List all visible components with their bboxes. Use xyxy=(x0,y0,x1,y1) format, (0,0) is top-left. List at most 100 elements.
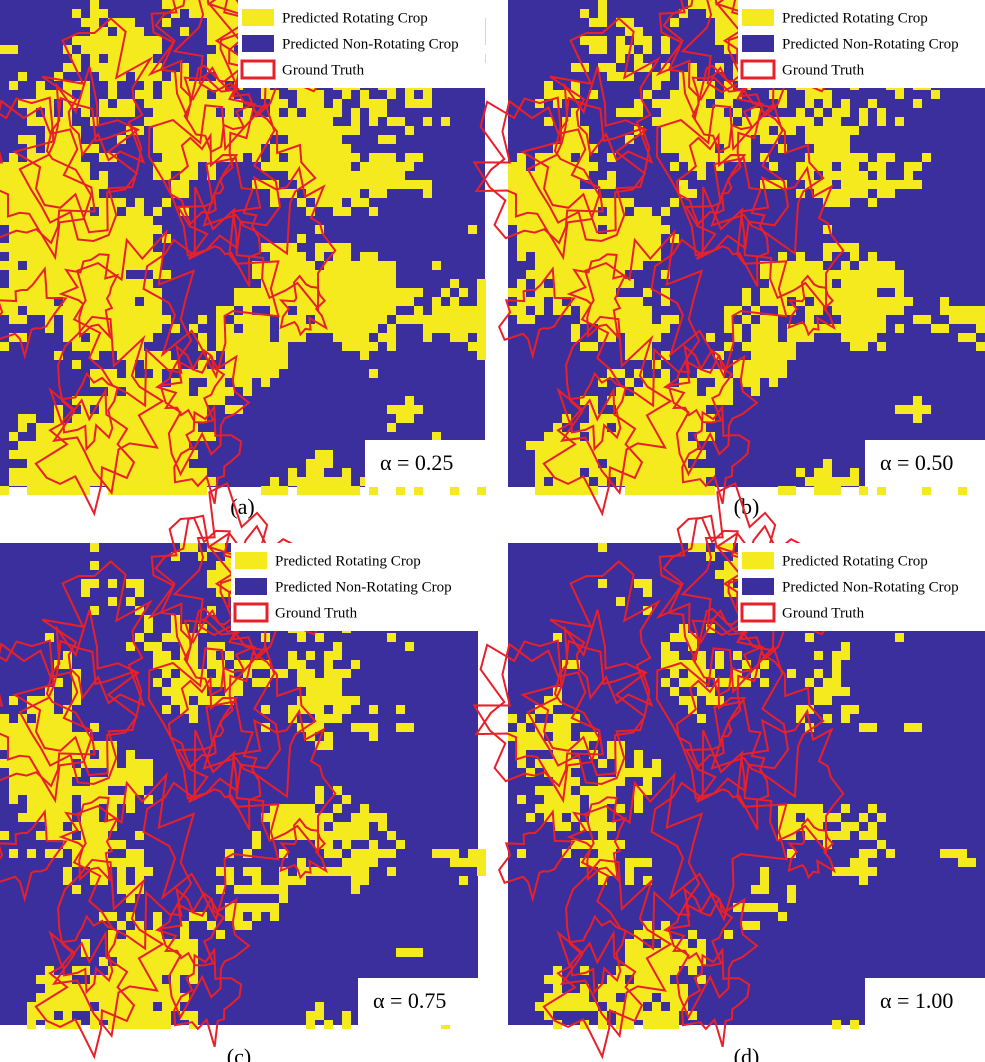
alpha-label: α = 0.50 xyxy=(880,450,953,475)
legend-swatch xyxy=(240,59,276,80)
panel-caption: (c) xyxy=(227,1044,251,1062)
ground-truth-outline xyxy=(739,165,845,312)
ground-truth-outline xyxy=(159,896,251,1020)
alpha-label: α = 1.00 xyxy=(880,988,953,1013)
ground-truth-outline xyxy=(684,700,770,830)
ground-truth-outline xyxy=(278,274,328,337)
ground-truth-outline xyxy=(41,560,154,707)
ground-truth-outline xyxy=(680,0,791,109)
legend-label: Ground Truth xyxy=(282,62,365,78)
ground-truth-outline xyxy=(662,0,759,121)
alpha-label: α = 0.25 xyxy=(380,450,453,475)
legend-swatch xyxy=(742,578,774,595)
ground-truth-outline xyxy=(176,700,262,830)
ground-truth-outline xyxy=(147,644,282,800)
rotating-crop-pixels xyxy=(508,543,976,1029)
ground-truth-outline xyxy=(655,516,753,644)
ground-truth-outline xyxy=(278,817,328,880)
ground-truth-outline xyxy=(691,66,765,154)
ground-truth-outline xyxy=(566,796,628,884)
ground-truth-outline xyxy=(526,639,651,786)
legend-box xyxy=(738,543,985,631)
legend-box xyxy=(238,0,485,88)
ground-truth-outline xyxy=(147,101,282,257)
ground-truth-outline xyxy=(663,886,734,967)
legend-swatch xyxy=(233,602,269,623)
ground-truth-outline xyxy=(172,482,283,652)
ground-truth-outline xyxy=(231,708,337,855)
legend-swatch xyxy=(740,59,776,80)
ground-truth-outline xyxy=(147,0,245,101)
ground-truth-outline xyxy=(59,371,119,452)
legend-label: Ground Truth xyxy=(782,605,865,621)
ground-truth-outline xyxy=(202,651,317,799)
ground-truth-outline xyxy=(663,343,734,424)
alpha-box xyxy=(365,440,485,487)
legend-swatch xyxy=(242,9,274,26)
legend-label: Predicted Non-Rotating Crop xyxy=(282,36,459,52)
legend-swatch xyxy=(742,552,774,569)
ground-truth-outline xyxy=(580,771,704,951)
ground-truth-outline xyxy=(142,729,280,923)
ground-truth-outline xyxy=(655,644,790,800)
ground-truth-outline xyxy=(12,609,140,777)
ground-truth-outline xyxy=(176,157,262,287)
ground-truth-outline xyxy=(183,66,257,154)
ground-truth-outline xyxy=(497,809,576,903)
ground-truth-outline xyxy=(155,343,226,424)
ground-truth-outline xyxy=(58,253,120,341)
ground-truth-outline xyxy=(142,186,280,380)
ground-truth-outline xyxy=(173,947,243,1048)
ground-truth-outline xyxy=(173,404,243,505)
ground-truth-outline xyxy=(684,157,770,287)
ground-truth-outline xyxy=(159,353,251,477)
ground-truth-outline xyxy=(680,482,791,652)
alpha-box xyxy=(865,978,985,1025)
ground-truth-outline xyxy=(566,253,628,341)
ground-truth-outline xyxy=(18,639,143,786)
ground-truth-outline xyxy=(0,809,68,903)
legend-label: Predicted Rotating Crop xyxy=(782,10,928,26)
legend-label: Predicted Rotating Crop xyxy=(282,10,428,26)
alpha-box xyxy=(358,978,478,1025)
ground-truth-outline xyxy=(655,0,753,101)
panel-caption: (d) xyxy=(734,1044,760,1062)
legend-label: Predicted Non-Rotating Crop xyxy=(782,579,959,595)
ground-truth-outline xyxy=(0,96,93,261)
ground-truth-outline xyxy=(0,639,93,804)
map-panel: Predicted Rotating Crop Predicted Non-Rot… xyxy=(472,0,985,517)
ground-truth-outline xyxy=(0,266,68,360)
ground-truth-outline xyxy=(691,609,765,697)
ground-truth-outline xyxy=(231,165,337,312)
ground-truth-outline xyxy=(710,108,825,256)
rotating-crop-pixels xyxy=(508,0,985,495)
ground-truth-outline xyxy=(155,886,226,967)
legend-box xyxy=(738,0,985,88)
rotating-crop-pixels xyxy=(0,543,486,1029)
ground-truth-outline xyxy=(72,771,196,951)
ground-truth-outline xyxy=(667,353,759,477)
ground-truth-outline xyxy=(681,947,751,1048)
legend-label: Predicted Rotating Crop xyxy=(782,553,928,569)
ground-truth-outline xyxy=(202,108,317,256)
legend-swatch xyxy=(742,35,774,52)
ground-truth-outline xyxy=(72,228,196,408)
map-panel: Predicted Rotating Crop Predicted Non-Rot… xyxy=(0,0,486,517)
ground-truth-outline xyxy=(567,914,627,995)
legend-label: Predicted Non-Rotating Crop xyxy=(782,36,959,52)
ground-truth-outline xyxy=(650,729,788,923)
legend-swatch xyxy=(740,602,776,623)
alpha-label: α = 0.75 xyxy=(373,988,446,1013)
ground-truth-outline xyxy=(786,817,836,880)
map-panel: Predicted Rotating Crop Predicted Non-Rot… xyxy=(472,482,985,1060)
legend-label: Ground Truth xyxy=(275,605,358,621)
ground-truth-outline xyxy=(662,514,759,664)
ground-truth-outline xyxy=(12,66,140,234)
map-panel: Predicted Rotating Crop Predicted Non-Rot… xyxy=(0,482,486,1060)
ground-truth-outline xyxy=(51,315,165,496)
ground-truth-outline xyxy=(154,0,251,121)
ground-truth-outline xyxy=(650,186,788,380)
ground-truth-outline xyxy=(549,560,662,707)
ground-truth-outline xyxy=(172,0,283,109)
